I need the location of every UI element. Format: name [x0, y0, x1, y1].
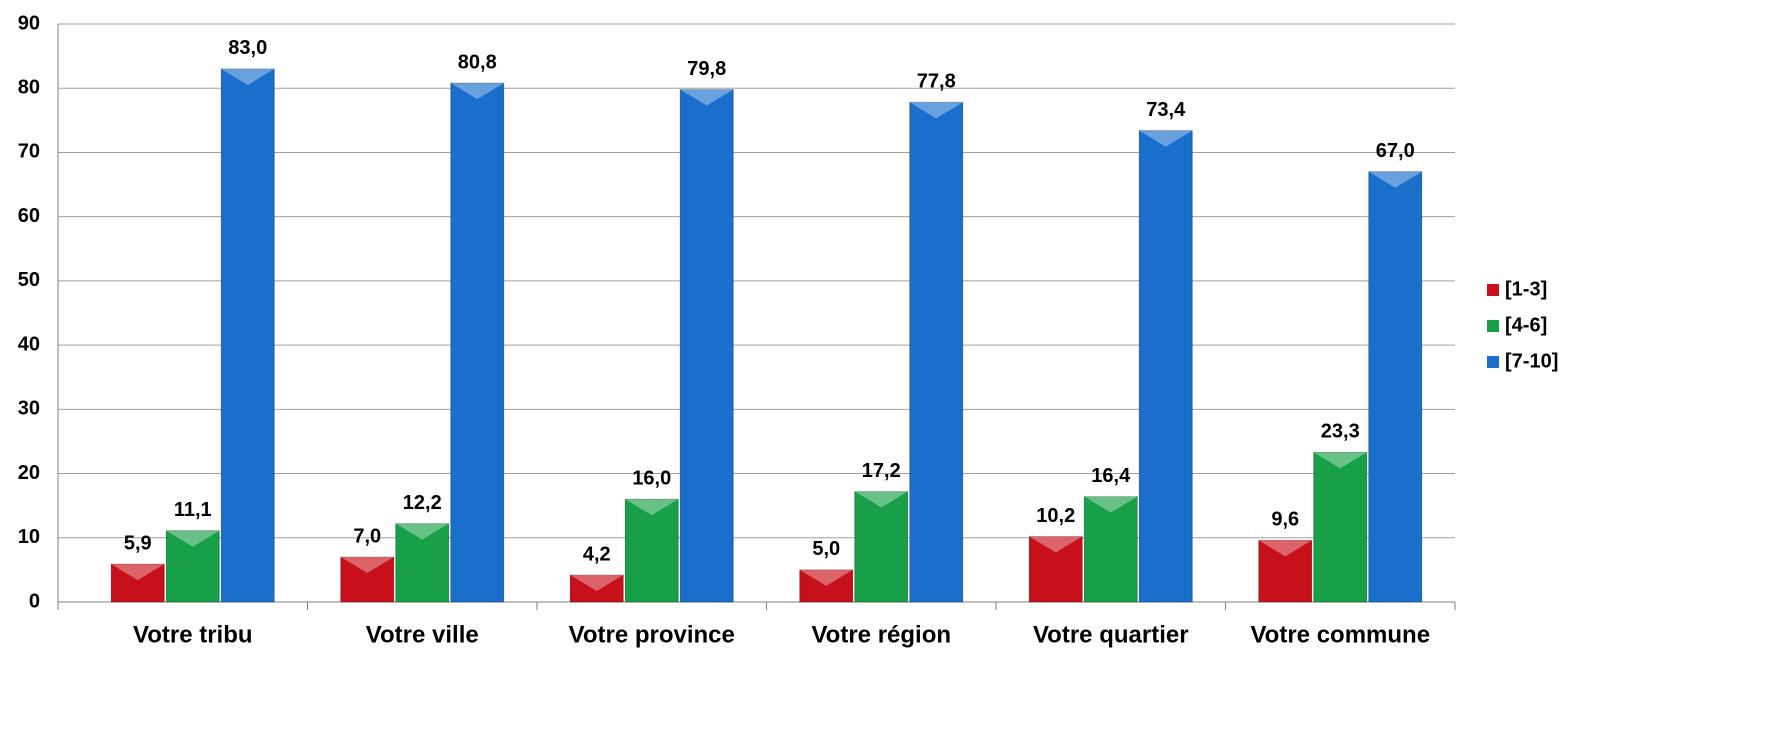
- legend-label: [4-6]: [1505, 314, 1547, 336]
- bar-shine: [679, 89, 734, 603]
- bar-shine: [799, 569, 854, 603]
- value-label: 7,0: [353, 525, 381, 547]
- bar-bevel: [1258, 540, 1312, 557]
- bar-shine: [110, 563, 165, 603]
- bar-shine: [165, 530, 220, 603]
- value-label: 67,0: [1376, 140, 1415, 162]
- value-label: 80,8: [458, 51, 497, 73]
- legend-swatch: [1487, 284, 1499, 296]
- x-tick-label: Votre commune: [1250, 621, 1430, 648]
- value-label: 17,2: [862, 460, 901, 482]
- x-tick-label: Votre quartier: [1033, 621, 1189, 648]
- y-tick-label: 10: [18, 526, 40, 548]
- bar-bevel: [1139, 130, 1193, 147]
- legend-swatch: [1487, 320, 1499, 332]
- value-label: 79,8: [687, 58, 726, 80]
- bar-shine: [1313, 451, 1368, 603]
- y-tick-label: 40: [18, 333, 40, 355]
- bar-bevel: [909, 102, 963, 119]
- bar-shine: [1138, 130, 1193, 603]
- y-tick-label: 70: [18, 141, 40, 163]
- bar-bevel: [340, 557, 394, 574]
- bar-bevel: [854, 491, 908, 508]
- bar-shine: [1368, 171, 1423, 603]
- y-tick-label: 20: [18, 462, 40, 484]
- value-label: 4,2: [583, 543, 611, 565]
- bar-bevel: [1313, 452, 1367, 469]
- bar-shine: [1083, 496, 1138, 603]
- bar-shine: [1028, 535, 1083, 603]
- bar-shine: [569, 574, 624, 603]
- bar-shine: [1258, 539, 1313, 603]
- value-label: 77,8: [917, 71, 956, 93]
- bar-bevel: [1368, 171, 1422, 188]
- legend-swatch: [1487, 356, 1499, 368]
- value-label: 5,0: [812, 538, 840, 560]
- value-label: 10,2: [1036, 505, 1075, 527]
- y-tick-label: 50: [18, 269, 40, 291]
- bar-bevel: [221, 68, 275, 85]
- bar-bevel: [166, 530, 220, 547]
- value-label: 9,6: [1271, 509, 1299, 531]
- value-label: 73,4: [1146, 99, 1186, 121]
- bar-shine: [220, 68, 275, 603]
- bar-bevel: [450, 83, 504, 100]
- y-tick-label: 0: [29, 590, 40, 612]
- bar-shine: [450, 82, 505, 603]
- bar-shine: [395, 523, 450, 603]
- value-label: 83,0: [228, 37, 267, 59]
- x-tick-label: Votre région: [811, 621, 951, 648]
- x-tick-label: Votre province: [569, 621, 735, 648]
- value-label: 11,1: [174, 499, 212, 521]
- value-label: 23,3: [1321, 421, 1360, 443]
- y-tick-label: 30: [18, 398, 40, 420]
- x-tick-label: Votre ville: [366, 621, 479, 648]
- bar-shine: [909, 101, 964, 603]
- y-tick-label: 90: [18, 12, 40, 34]
- value-label: 16,0: [632, 468, 671, 490]
- value-label: 16,4: [1091, 465, 1131, 487]
- legend-label: [7-10]: [1505, 350, 1558, 372]
- legend-label: [1-3]: [1505, 278, 1547, 300]
- bar-bevel: [625, 499, 679, 516]
- bar-shine: [854, 491, 909, 603]
- x-tick-label: Votre tribu: [133, 621, 253, 648]
- y-tick-label: 60: [18, 205, 40, 227]
- value-label: 5,9: [124, 532, 152, 554]
- bar-shine: [340, 556, 395, 603]
- bar-bevel: [111, 564, 165, 581]
- y-tick-label: 80: [18, 77, 40, 99]
- bar-bevel: [680, 89, 734, 106]
- value-label: 12,2: [403, 492, 442, 514]
- bar-bevel: [395, 523, 449, 540]
- bar-shine: [624, 498, 679, 603]
- bar-bevel: [1029, 536, 1083, 553]
- bar-bevel: [1084, 496, 1138, 513]
- bar-bevel: [799, 569, 853, 586]
- bar-bevel: [570, 575, 624, 592]
